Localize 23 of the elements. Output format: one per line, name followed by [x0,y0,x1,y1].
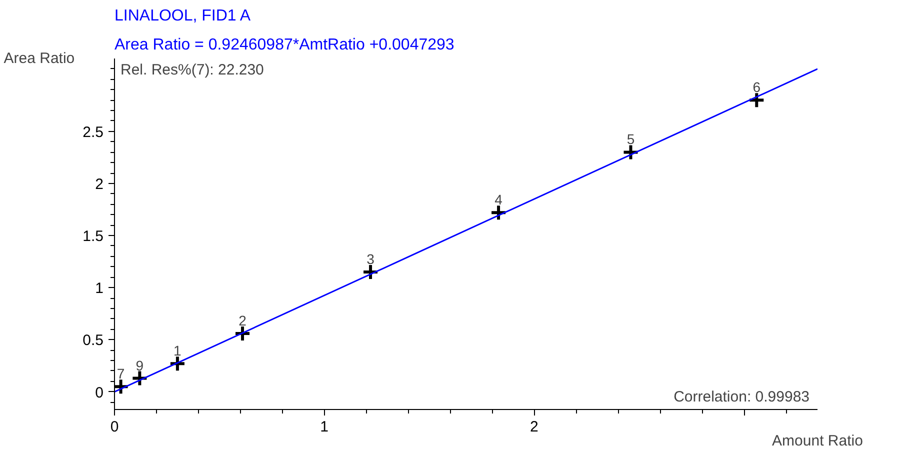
y-tick-label: 2 [95,176,104,193]
annotation: 6 [752,79,761,96]
x-tick-label: 0 [110,418,119,436]
annotation: 9 [136,357,144,374]
x-tick-label: 1 [320,418,329,436]
annotation: 7 [116,366,125,382]
annotation: Rel. Res%(7): 22.230 [120,62,264,78]
x-axis-title: Amount Ratio [772,432,863,450]
y-tick-label: 1.5 [82,228,104,246]
chart-title: LINALOOL, FID1 A [114,8,251,24]
annotation: 2 [238,312,247,328]
chart-subtitle: Area Ratio = 0.92460987*AmtRatio +0.0047293 [114,36,454,54]
y-tick-label: 2.5 [82,124,104,141]
y-tick-label: 1 [95,280,104,298]
annotation: Correlation: 0.99983 [674,388,810,406]
y-axis-title: Area Ratio [4,50,75,67]
annotation: 1 [174,342,182,359]
annotation: 5 [626,131,635,148]
annotation: 4 [494,192,503,208]
x-tick-label: 2 [530,418,538,436]
y-tick-label: 0.5 [82,332,104,350]
y-tick-label: 0 [95,384,104,402]
annotation: 3 [366,251,375,268]
